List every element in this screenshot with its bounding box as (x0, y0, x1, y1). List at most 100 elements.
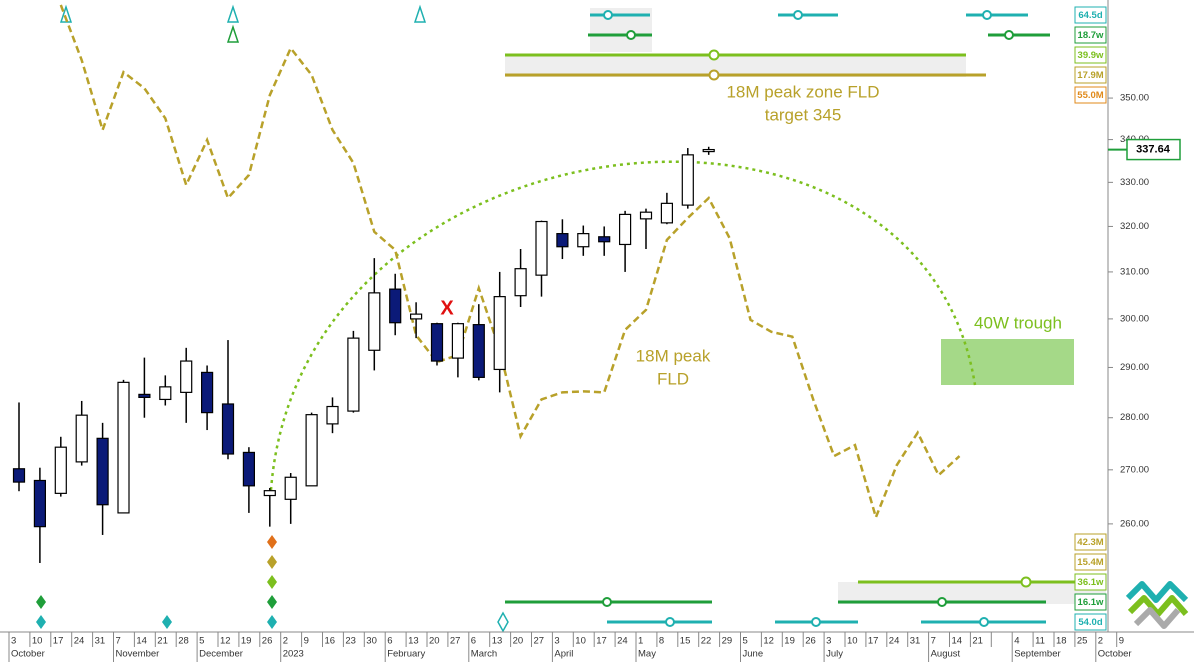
x-month-label: May (638, 649, 656, 660)
x-month-label: March (471, 649, 497, 660)
x-tick-label: 3 (826, 636, 831, 647)
candle-body (117, 381, 130, 514)
x-tick-label: 4 (1014, 636, 1019, 647)
x-tick-label: 11 (1035, 636, 1045, 647)
x-month-label: August (931, 649, 961, 660)
cycle-box (1074, 573, 1107, 591)
candle-body (514, 268, 527, 297)
x-tick-label: 19 (241, 636, 252, 647)
x-tick-label: 3 (11, 636, 16, 647)
candle-body (577, 233, 590, 248)
candle-body (54, 446, 67, 494)
marker-x: X (440, 297, 454, 319)
x-month-label: 2023 (283, 649, 304, 660)
x-tick-label: 6 (387, 636, 392, 647)
x-month-label: December (199, 649, 243, 660)
x-tick-label: 29 (722, 636, 733, 647)
x-tick-label: 14 (952, 636, 963, 647)
candle-body (12, 468, 26, 483)
candle-body (618, 213, 632, 246)
candle-body (389, 288, 402, 324)
candle-body (660, 202, 674, 224)
x-tick-label: 17 (868, 636, 879, 647)
cycle-box (1074, 66, 1107, 84)
annotation: FLD (657, 369, 689, 388)
x-tick-label: 18 (1056, 636, 1067, 647)
candle-body (598, 236, 611, 243)
logo (1125, 581, 1189, 629)
x-tick-label: 24 (889, 636, 900, 647)
x-tick-label: 27 (450, 636, 461, 647)
x-tick-label: 9 (304, 636, 309, 647)
candle-body (201, 371, 214, 414)
last-price-label: 337.64 (1136, 143, 1171, 155)
x-tick-label: 24 (74, 636, 85, 647)
candle-body (138, 393, 151, 399)
y-tick-label: 330.00 (1120, 177, 1149, 188)
candle-body (639, 211, 653, 220)
fld-line (59, 4, 961, 522)
x-month-label: July (826, 649, 843, 660)
cycle-label: 54.0d (1078, 617, 1102, 628)
x-tick-label: 22 (701, 636, 712, 647)
x-tick-label: 20 (429, 636, 440, 647)
candle-body (242, 451, 255, 487)
x-month-label: June (743, 649, 764, 660)
candle-body (263, 490, 276, 497)
x-tick-label: 13 (492, 636, 503, 647)
y-tick-label: 350.00 (1120, 93, 1149, 104)
candle-body (535, 220, 548, 276)
cycle-box (1074, 613, 1107, 631)
candle-body (368, 292, 381, 351)
candle-body (556, 233, 569, 248)
x-tick-label: 13 (408, 636, 419, 647)
x-month-label: October (1098, 649, 1132, 660)
cycle-box (1074, 46, 1107, 64)
cycle-label: 16.1w (1078, 597, 1104, 608)
y-tick-label: 290.00 (1120, 362, 1149, 373)
x-tick-label: 5 (743, 636, 748, 647)
x-tick-label: 26 (262, 636, 273, 647)
x-tick-label: 30 (366, 636, 377, 647)
x-tick-label: 6 (471, 636, 476, 647)
cycle-label: 55.0M (1077, 90, 1103, 101)
candle-body (681, 154, 694, 206)
x-tick-label: 21 (972, 636, 983, 647)
x-tick-label: 5 (199, 636, 204, 647)
x-tick-label: 31 (910, 636, 921, 647)
x-month-label: October (11, 649, 45, 660)
y-tick-label: 260.00 (1120, 518, 1149, 529)
x-tick-label: 16 (325, 636, 336, 647)
cycle-label: 17.9M (1077, 70, 1103, 81)
cycle-box (1074, 6, 1107, 24)
y-tick-label: 280.00 (1120, 412, 1149, 423)
x-tick-label: 20 (513, 636, 524, 647)
x-tick-label: 19 (784, 636, 795, 647)
x-tick-label: 15 (680, 636, 691, 647)
cycle-label: 42.3M (1077, 537, 1103, 548)
cycle-lines (505, 10, 1106, 627)
x-tick-label: 17 (596, 636, 607, 647)
candle-body (180, 360, 193, 393)
x-tick-label: 24 (617, 636, 628, 647)
annotation: target 345 (765, 105, 842, 124)
x-tick-label: 31 (95, 636, 106, 647)
cycle-box (1074, 593, 1107, 611)
candle-body (221, 403, 235, 455)
x-tick-label: 1 (638, 636, 643, 647)
candle-body (284, 476, 297, 500)
candle-body (33, 479, 47, 528)
x-tick-label: 21 (157, 636, 168, 647)
candle-body (159, 386, 172, 401)
candle-body (430, 323, 444, 362)
candle-body (75, 414, 88, 463)
x-tick-label: 9 (1119, 636, 1124, 647)
annotation: 40W trough (974, 313, 1062, 332)
x-tick-label: 2 (283, 636, 288, 647)
cycle-label: 36.1w (1078, 577, 1104, 588)
x-month-label: April (554, 649, 573, 660)
x-tick-label: 26 (805, 636, 816, 647)
x-tick-label: 12 (220, 636, 231, 647)
cycle-label: 39.9w (1078, 50, 1104, 61)
